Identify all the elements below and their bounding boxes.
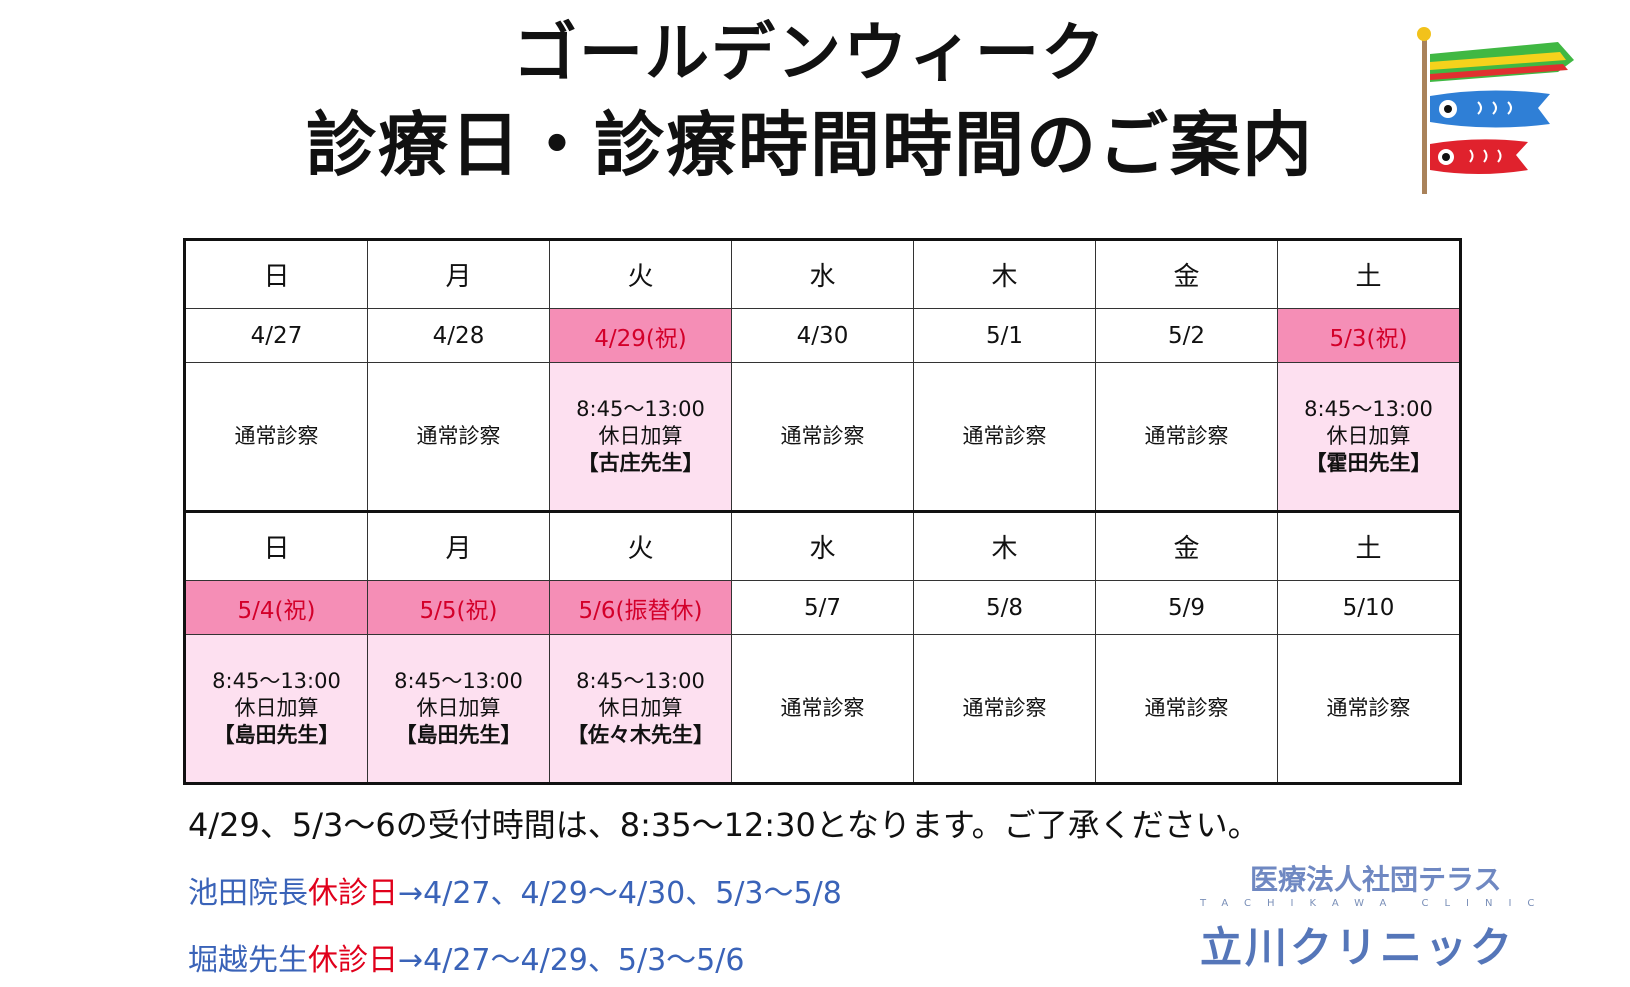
doctor-name: 【島田先生】 bbox=[395, 723, 522, 748]
holiday-surcharge-text: 休日加算 bbox=[234, 695, 319, 720]
date-cell: 4/27 bbox=[184, 308, 368, 363]
info-cell-holiday: 8:45〜13:00 休日加算 【霍田先生】 bbox=[1277, 362, 1461, 512]
date-cell: 5/10 bbox=[1277, 580, 1461, 635]
holiday-surcharge-text: 休日加算 bbox=[598, 695, 683, 720]
week2-day-row: 日 月 火 水 木 金 土 bbox=[184, 510, 1461, 581]
hours-text: 8:45〜13:00 bbox=[576, 668, 705, 693]
koinobori-carp-streamer-icon bbox=[1417, 27, 1574, 194]
day-header: 金 bbox=[1095, 510, 1278, 581]
day-header: 水 bbox=[731, 510, 914, 581]
date-cell: 5/7 bbox=[731, 580, 914, 635]
date-cell-holiday: 5/3(祝) bbox=[1277, 308, 1461, 363]
date-cell-holiday: 4/29(祝) bbox=[549, 308, 732, 363]
date-cell: 4/30 bbox=[731, 308, 914, 363]
date-cell-holiday: 5/5(祝) bbox=[367, 580, 550, 635]
info-cell-holiday: 8:45〜13:00 休日加算 【島田先生】 bbox=[367, 634, 550, 784]
holiday-surcharge-text: 休日加算 bbox=[416, 695, 501, 720]
reception-hours-notice: 4/29、5/3〜6の受付時間は、8:35〜12:30となります。ご了承ください… bbox=[188, 806, 1260, 844]
info-cell: 通常診察 bbox=[913, 634, 1096, 784]
doctor-name: 【古庄先生】 bbox=[577, 451, 704, 476]
day-header: 水 bbox=[731, 239, 914, 309]
closed-day-label: 休診日 bbox=[308, 943, 398, 978]
day-header: 火 bbox=[549, 510, 732, 581]
absence-line: 堀越先生休診日→4/27〜4/29、5/3〜5/6 bbox=[188, 935, 744, 979]
date-cell: 5/8 bbox=[913, 580, 1096, 635]
holiday-surcharge-text: 休日加算 bbox=[1326, 423, 1411, 448]
logo-org-name: 医療法人社団テラス bbox=[1250, 863, 1502, 896]
logo-clinic-name: 立川クリニック bbox=[1200, 923, 1516, 972]
doctor-name: 【佐々木先生】 bbox=[567, 723, 714, 748]
info-cell-holiday: 8:45〜13:00 休日加算 【佐々木先生】 bbox=[549, 634, 732, 784]
day-header: 日 bbox=[184, 239, 368, 309]
hours-text: 8:45〜13:00 bbox=[1304, 396, 1433, 421]
day-header: 月 bbox=[367, 510, 550, 581]
schedule-table: 日 月 火 水 木 金 土 4/27 4/28 4/29(祝) 4/30 5/1… bbox=[183, 238, 1462, 785]
week2-info-row: 8:45〜13:00 休日加算 【島田先生】 8:45〜13:00 休日加算 【… bbox=[184, 634, 1461, 784]
hours-text: 8:45〜13:00 bbox=[576, 396, 705, 421]
week1-date-row: 4/27 4/28 4/29(祝) 4/30 5/1 5/2 5/3(祝) bbox=[184, 308, 1461, 363]
closed-dates: →4/27〜4/29、5/3〜5/6 bbox=[398, 943, 745, 978]
info-cell-holiday: 8:45〜13:00 休日加算 【古庄先生】 bbox=[549, 362, 732, 512]
info-cell-holiday: 8:45〜13:00 休日加算 【島田先生】 bbox=[184, 634, 368, 784]
closed-day-label: 休診日 bbox=[308, 876, 398, 911]
day-header: 月 bbox=[367, 239, 550, 309]
date-cell: 4/28 bbox=[367, 308, 550, 363]
info-cell: 通常診察 bbox=[1277, 634, 1461, 784]
day-header: 土 bbox=[1277, 239, 1461, 309]
doctor-name: 堀越先生 bbox=[188, 943, 308, 978]
day-header: 木 bbox=[913, 239, 1096, 309]
date-cell: 5/1 bbox=[913, 308, 1096, 363]
day-header: 木 bbox=[913, 510, 1096, 581]
date-cell-holiday: 5/6(振替休) bbox=[549, 580, 732, 635]
week1-info-row: 通常診察 通常診察 8:45〜13:00 休日加算 【古庄先生】 通常診察 通常… bbox=[184, 362, 1461, 512]
week1-day-row: 日 月 火 水 木 金 土 bbox=[184, 239, 1461, 309]
holiday-surcharge-text: 休日加算 bbox=[598, 423, 683, 448]
page-title: ゴールデンウィーク bbox=[513, 17, 1107, 91]
date-cell-holiday: 5/4(祝) bbox=[184, 580, 368, 635]
info-cell: 通常診察 bbox=[913, 362, 1096, 512]
doctor-name: 池田院長 bbox=[188, 876, 308, 911]
hours-text: 8:45〜13:00 bbox=[212, 668, 341, 693]
closed-dates: →4/27、4/29〜4/30、5/3〜5/8 bbox=[398, 876, 842, 911]
date-cell: 5/2 bbox=[1095, 308, 1278, 363]
doctor-name: 【島田先生】 bbox=[213, 723, 340, 748]
hours-text: 8:45〜13:00 bbox=[394, 668, 523, 693]
day-header: 日 bbox=[184, 510, 368, 581]
day-header: 火 bbox=[549, 239, 732, 309]
info-cell: 通常診察 bbox=[1095, 634, 1278, 784]
doctor-name: 【霍田先生】 bbox=[1305, 451, 1432, 476]
info-cell: 通常診察 bbox=[731, 362, 914, 512]
day-header: 金 bbox=[1095, 239, 1278, 309]
info-cell: 通常診察 bbox=[731, 634, 914, 784]
absence-line: 池田院長休診日→4/27、4/29〜4/30、5/3〜5/8 bbox=[188, 868, 842, 912]
info-cell: 通常診察 bbox=[184, 362, 368, 512]
date-cell: 5/9 bbox=[1095, 580, 1278, 635]
info-cell: 通常診察 bbox=[1095, 362, 1278, 512]
clinic-logo: 医療法人社団テラス TACHIKAWA CLINIC 立川クリニック bbox=[1200, 858, 1534, 972]
info-cell: 通常診察 bbox=[367, 362, 550, 512]
logo-roman-name: TACHIKAWA CLINIC bbox=[1200, 898, 1551, 909]
day-header: 土 bbox=[1277, 510, 1461, 581]
week2-date-row: 5/4(祝) 5/5(祝) 5/6(振替休) 5/7 5/8 5/9 5/10 bbox=[184, 580, 1461, 635]
page-subtitle: 診療日・診療時間時間のご案内 bbox=[306, 104, 1314, 186]
